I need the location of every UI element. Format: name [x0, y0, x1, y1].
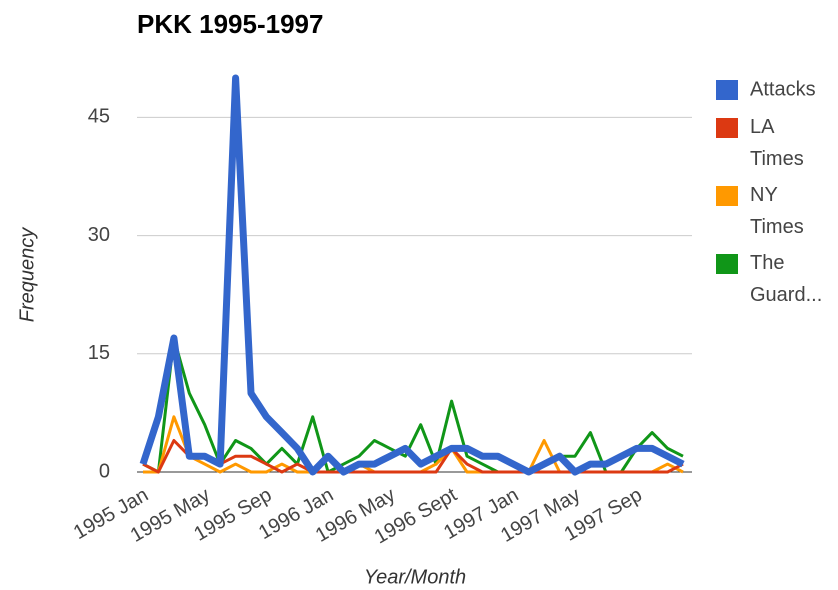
series-line: [139, 74, 685, 476]
legend-swatch: [716, 186, 738, 206]
legend-swatch: [716, 254, 738, 274]
series-line: [142, 336, 684, 474]
legend-label: Attacks: [750, 78, 816, 100]
y-tick-label: 30: [88, 224, 110, 246]
x-axis-title: Year/Month: [364, 566, 466, 588]
series-line: [142, 439, 684, 474]
y-axis-title: Frequency: [16, 227, 38, 322]
y-tick-label: 45: [88, 106, 110, 128]
legend-label: The Guard...: [750, 252, 822, 306]
y-tick-label: 15: [88, 342, 110, 364]
legend-swatch: [716, 80, 738, 100]
legend-label: LA Times: [750, 116, 804, 170]
chart-title: PKK 1995-1997: [137, 9, 323, 39]
legend-swatch: [716, 118, 738, 138]
y-tick-label: 0: [99, 460, 110, 482]
legend-label: NY Times: [750, 184, 804, 238]
